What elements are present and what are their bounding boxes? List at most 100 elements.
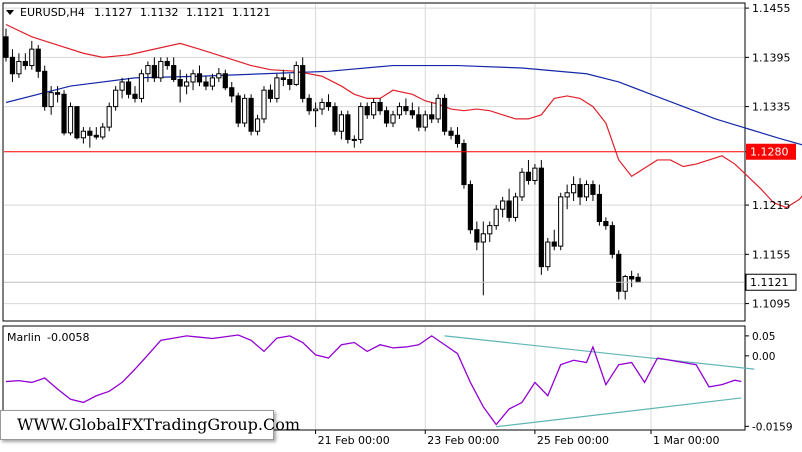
candle [345,110,351,144]
candle [164,57,170,70]
ohlc-open: 1.1127 [94,6,133,19]
indicator-trendline [496,397,742,428]
candle-body [235,95,241,124]
dropdown-triangle-icon[interactable] [6,10,14,15]
candle-body [442,97,448,132]
candle-body [577,184,583,198]
candle-body [409,110,415,116]
candle-body [545,241,551,268]
candle [577,178,583,206]
candle-body [609,225,615,255]
marlin-indicator [5,334,755,428]
candle [480,221,486,296]
candle [500,196,506,218]
candle [371,98,377,119]
candle [80,127,87,144]
horizontal-level [4,151,744,283]
candle-body [493,208,499,227]
indicator-tick-label: 0.00 [752,351,775,363]
candle-body [67,106,74,134]
candle [113,86,119,111]
symbol-title: EURUSD,H4 [20,6,85,19]
candle [29,40,35,70]
candle-body [16,60,22,75]
y-tick-label: 1.1095 [752,298,791,311]
candle [248,94,254,136]
candle-body [371,101,377,116]
candle [151,57,157,82]
candle-body [532,167,538,181]
candle [454,127,461,148]
candle-body [87,130,93,136]
candle-body [500,200,506,210]
candle-body [616,253,622,292]
candle-body [338,114,344,132]
candle-body [467,184,473,231]
candle-body [222,73,228,89]
candle-body [9,56,16,75]
candle [9,49,16,82]
indicator-trendline [444,335,755,370]
candle [512,192,519,222]
candle [403,98,409,115]
candle-body [596,193,602,223]
candle-body [42,70,48,108]
candle [300,57,306,103]
indicator-name: Marlin [7,331,41,344]
x-tick-label: 21 Feb 00:00 [318,434,390,447]
candle [319,98,325,115]
moving-averages [5,23,802,209]
candle-body [345,114,351,140]
candle-body [448,130,454,136]
candle-body [306,97,312,112]
candle-body [383,110,390,124]
candle [596,184,602,226]
candle-body [538,167,544,268]
candle [209,73,216,91]
candle [93,127,99,140]
candle [616,250,622,300]
current-price-label: 1.1121 [750,276,789,289]
candle [409,102,415,119]
candle [506,188,512,222]
candle [461,139,467,189]
candle-body [48,92,54,108]
candle [325,94,332,111]
candle-body [364,106,370,116]
candle [609,221,615,259]
y-tick-label: 1.1215 [752,199,791,212]
candle [16,53,22,78]
candle [287,73,293,91]
candle-body [158,60,164,79]
candle-body [629,275,635,280]
candles-group [3,28,641,300]
candle-body [216,73,222,79]
candle-body [519,171,525,198]
candle [171,57,177,82]
candle [35,45,41,78]
candle-body [487,225,493,235]
candle-body [325,101,332,108]
candle [487,221,493,243]
candle-body [512,196,519,218]
candle-body [571,184,577,194]
candle [184,73,190,95]
candle-body [190,73,196,83]
candle [177,69,183,103]
level-label: 1.1280 [750,146,789,159]
candle-body [3,36,9,58]
candle-body [261,89,267,120]
candle-body [29,48,35,67]
candle-body [164,60,170,67]
candle-body [454,134,461,145]
candle-body [35,48,41,72]
candle [306,94,312,115]
candle [313,102,319,128]
current-price-box [745,273,797,291]
candle [435,94,441,124]
candle-body [558,196,564,247]
candle-body [132,93,138,99]
candle-body [171,65,177,81]
candle [100,123,106,140]
candle-body [390,114,396,124]
